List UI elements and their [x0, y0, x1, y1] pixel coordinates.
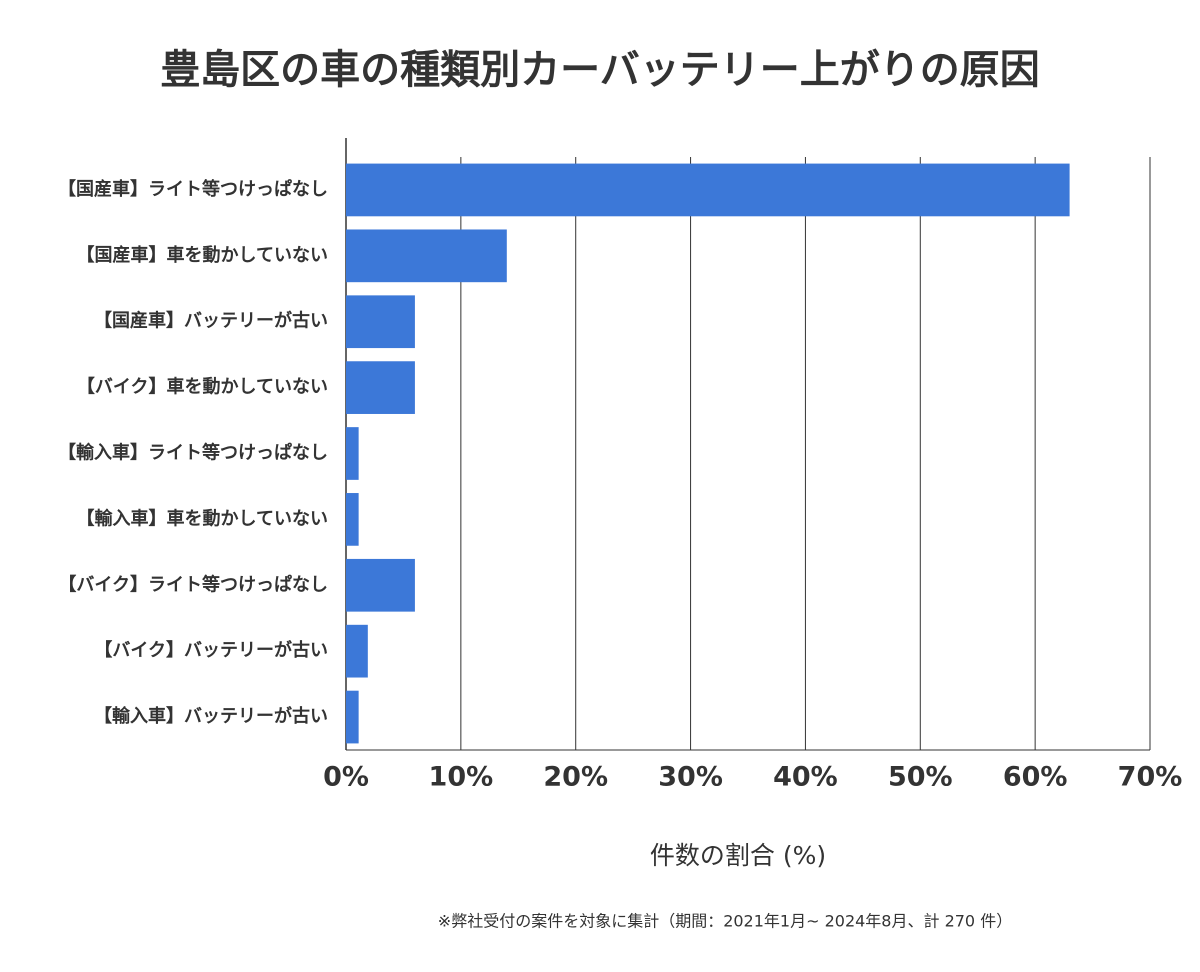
x-axis-label: 件数の割合 (%) [650, 841, 826, 870]
y-tick-label: 【国産車】車を動かしていない [77, 244, 328, 266]
y-tick-label: 【輸入車】バッテリーが古い [94, 705, 328, 727]
y-tick-label: 【バイク】車を動かしていない [77, 376, 328, 398]
x-tick-label: 0% [323, 762, 369, 793]
y-tick-label: 【輸入車】車を動かしていない [77, 507, 328, 529]
x-tick-label: 40% [773, 762, 838, 793]
bar [346, 624, 368, 678]
x-tick-label: 50% [888, 762, 953, 793]
x-tick-label: 30% [658, 762, 723, 793]
y-tick-label: 【バイク】バッテリーが古い [94, 639, 328, 661]
bar [346, 229, 507, 283]
bar [346, 493, 359, 546]
y-tick-label: 【輸入車】ライト等つけっぱなし [58, 442, 328, 464]
y-tick-label: 【バイク】ライト等つけっぱなし [58, 573, 328, 595]
bar [346, 558, 415, 612]
bar [346, 163, 1070, 217]
bar [346, 427, 359, 480]
footnote: ※弊社受付の案件を対象に集計（期間：2021年1月~ 2024年8月、計 270… [438, 912, 1012, 931]
bar [346, 295, 415, 349]
bar [346, 690, 359, 744]
y-tick-label: 【国産車】ライト等つけっぱなし [58, 178, 328, 200]
x-tick-label: 60% [1003, 762, 1068, 793]
chart-title: 豊島区の車の種類別カーバッテリー上がりの原因 [160, 47, 1040, 93]
x-tick-label: 10% [429, 762, 494, 793]
bar [346, 361, 415, 414]
x-tick-label: 20% [543, 762, 608, 793]
x-tick-label: 70% [1118, 762, 1183, 793]
y-tick-label: 【国産車】バッテリーが古い [94, 310, 328, 332]
